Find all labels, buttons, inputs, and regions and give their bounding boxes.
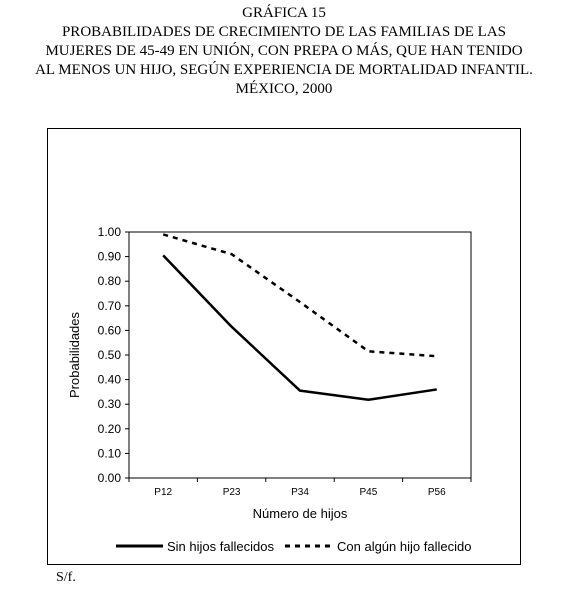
title-line: GRÁFICA 15 bbox=[242, 5, 326, 21]
x-tick-label: P23 bbox=[223, 487, 241, 498]
y-tick-label: 0.00 bbox=[98, 471, 122, 485]
title-line: AL MENOS UN HIJO, SEGÚN EXPERIENCIA DE M… bbox=[35, 62, 533, 78]
y-tick-label: 0.90 bbox=[98, 250, 122, 264]
title-line: PROBABILIDADES DE CRECIMIENTO DE LAS FAM… bbox=[61, 24, 507, 40]
series-line-sin-hijos-fallecidos bbox=[162, 254, 437, 402]
x-tick-label: P12 bbox=[154, 487, 172, 498]
x-axis-label: Número de hijos bbox=[253, 506, 348, 521]
title-line: MÉXICO, 2000 bbox=[235, 81, 333, 97]
y-tick-label: 1.00 bbox=[98, 225, 122, 239]
series-line-con-algun-hijo-fallecido bbox=[162, 233, 437, 358]
chart-frame bbox=[47, 128, 521, 565]
y-tick-label: 0.70 bbox=[98, 299, 122, 313]
y-tick-label: 0.30 bbox=[98, 397, 122, 411]
title-line: MUJERES DE 45-49 EN UNIÓN, CON PREPA O M… bbox=[45, 43, 523, 59]
y-tick-label: 0.10 bbox=[98, 446, 122, 460]
chart-title: GRÁFICA 15 PROBABILIDADES DE CRECIMIENTO… bbox=[0, 4, 568, 99]
legend-label: Sin hijos fallecidos bbox=[167, 539, 274, 554]
legend-label: Con algún hijo fallecido bbox=[337, 539, 471, 554]
x-axis: P12 P23 P34 P45 P56 bbox=[128, 478, 472, 498]
series-lines bbox=[162, 233, 437, 402]
y-axis-label: Probabilidades bbox=[67, 312, 82, 399]
y-tick-label: 0.50 bbox=[98, 348, 122, 362]
y-tick-label: 0.20 bbox=[98, 422, 122, 436]
legend: Sin hijos fallecidos Con algún hijo falle… bbox=[116, 539, 471, 554]
y-axis: 0.00 0.10 0.20 0.30 0.40 0.50 0.60 0.70 0.80 0.90… bbox=[98, 225, 129, 485]
x-tick-label: P45 bbox=[360, 487, 378, 498]
source-note: S/f. bbox=[56, 570, 76, 585]
x-tick-label: P34 bbox=[291, 487, 309, 498]
y-tick-label: 0.40 bbox=[98, 373, 122, 387]
y-tick-label: 0.60 bbox=[98, 323, 122, 337]
x-tick-label: P56 bbox=[428, 487, 446, 498]
y-tick-label: 0.80 bbox=[98, 274, 122, 288]
